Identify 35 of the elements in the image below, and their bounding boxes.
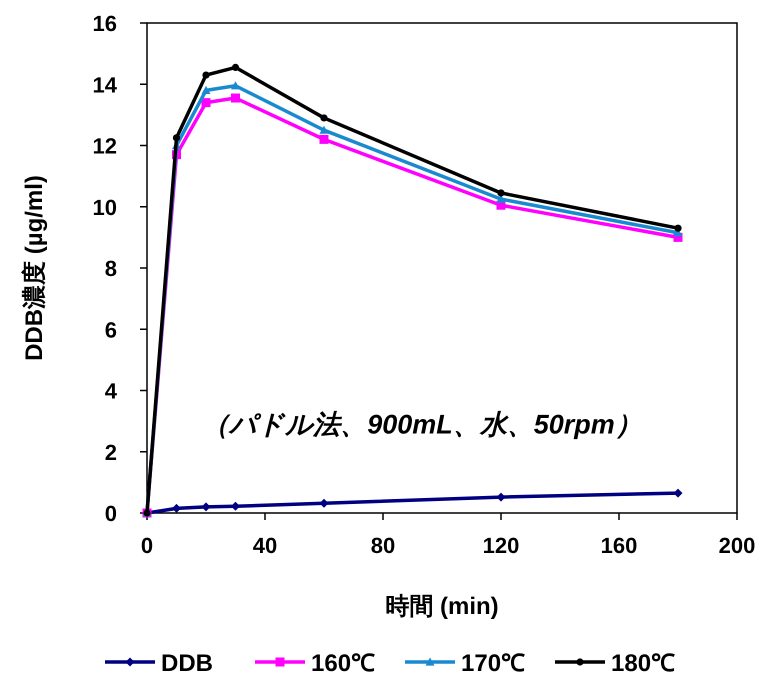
x-tick-label: 40 [252,533,278,558]
point [202,98,210,108]
y-tick-label: 4 [104,378,118,404]
point [202,71,210,79]
x-tick-label: 80 [370,533,396,558]
point [497,189,505,197]
x-tick-label: 160 [600,533,638,558]
y-tick-label: 14 [92,72,118,98]
legend-label: DDB [161,650,213,677]
point [231,94,240,103]
point [674,224,682,232]
y-axis-title: DDB濃度 (µg/ml) [21,175,48,361]
point [320,126,328,134]
point [320,498,328,508]
x-tick-label: 200 [718,533,756,558]
y-tick-label: 16 [92,11,117,36]
y-tick-label: 10 [92,194,117,220]
point [202,86,210,94]
x-tick-label: 0 [140,533,154,558]
annotation: （パドル法、900mL、水、50rpm） [202,409,642,440]
point [320,114,328,122]
x-axis-title: 時間 (min) [385,593,499,620]
y-tick-label: 6 [104,317,117,342]
point [320,134,328,144]
point [172,134,180,142]
y-tick-label: 2 [104,440,117,465]
legend-label: 160℃ [311,650,376,677]
y-tick-label: 12 [92,134,117,158]
point [232,64,240,72]
x-tick-label: 120 [482,533,520,558]
legend-label: 170℃ [461,650,526,677]
y-tick-label: 0 [104,501,117,526]
legend-label: 180℃ [611,650,676,677]
point [231,81,240,90]
y-tick-label: 8 [104,256,117,281]
